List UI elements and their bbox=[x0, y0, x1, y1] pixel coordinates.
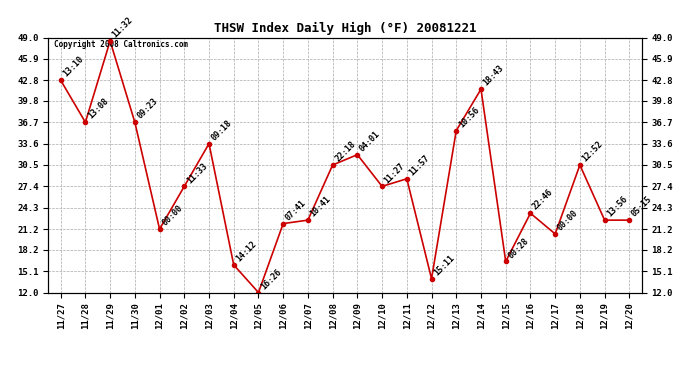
Text: 10:41: 10:41 bbox=[308, 195, 333, 219]
Text: 09:18: 09:18 bbox=[210, 118, 234, 142]
Text: 14:12: 14:12 bbox=[235, 240, 258, 264]
Text: 18:43: 18:43 bbox=[482, 64, 506, 88]
Text: Copyright 2008 Caltronics.com: Copyright 2008 Caltronics.com bbox=[55, 40, 188, 49]
Title: THSW Index Daily High (°F) 20081221: THSW Index Daily High (°F) 20081221 bbox=[214, 22, 476, 35]
Text: 12:52: 12:52 bbox=[580, 140, 604, 164]
Text: 11:57: 11:57 bbox=[407, 153, 431, 177]
Text: 15:11: 15:11 bbox=[432, 253, 456, 278]
Text: 11:27: 11:27 bbox=[383, 161, 406, 185]
Text: 00:00: 00:00 bbox=[160, 204, 184, 228]
Text: 13:56: 13:56 bbox=[605, 195, 629, 219]
Text: 09:23: 09:23 bbox=[135, 97, 159, 121]
Text: 04:01: 04:01 bbox=[358, 129, 382, 153]
Text: 07:41: 07:41 bbox=[284, 198, 308, 222]
Text: 11:32: 11:32 bbox=[110, 15, 135, 40]
Text: 10:56: 10:56 bbox=[457, 105, 481, 129]
Text: 05:15: 05:15 bbox=[630, 195, 654, 219]
Text: 22:46: 22:46 bbox=[531, 188, 555, 212]
Text: 11:33: 11:33 bbox=[185, 161, 209, 185]
Text: 00:00: 00:00 bbox=[555, 209, 580, 232]
Text: 00:28: 00:28 bbox=[506, 236, 531, 260]
Text: 13:08: 13:08 bbox=[86, 97, 110, 121]
Text: 16:26: 16:26 bbox=[259, 267, 283, 291]
Text: 13:10: 13:10 bbox=[61, 55, 86, 79]
Text: 22:18: 22:18 bbox=[333, 140, 357, 164]
